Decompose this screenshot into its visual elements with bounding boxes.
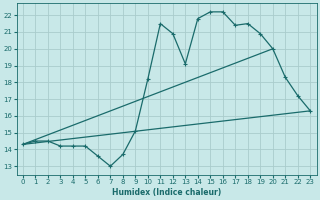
X-axis label: Humidex (Indice chaleur): Humidex (Indice chaleur) xyxy=(112,188,221,197)
